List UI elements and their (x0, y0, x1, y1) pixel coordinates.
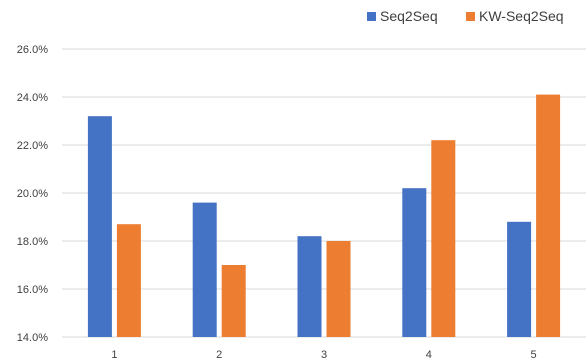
bar-kw-seq2seq-5 (536, 94, 561, 337)
y-tick-label: 18.0% (17, 236, 48, 248)
bar-seq2seq-2 (192, 202, 217, 337)
x-tick-label: 2 (216, 349, 222, 361)
legend-swatch-kw-seq2seq (466, 12, 475, 21)
x-tick-label: 5 (531, 349, 537, 361)
legend: Seq2Seq KW-Seq2Seq (367, 8, 564, 24)
y-tick-label: 14.0% (17, 332, 48, 344)
legend-label-kw-seq2seq: KW-Seq2Seq (479, 8, 564, 24)
y-tick-label: 22.0% (17, 140, 48, 152)
bar-kw-seq2seq-3 (326, 241, 351, 337)
bar-kw-seq2seq-1 (116, 224, 141, 337)
y-axis-tick-labels: 14.0% 16.0% 18.0% 20.0% 22.0% 24.0% 26.0% (17, 44, 48, 344)
legend-swatch-seq2seq (367, 12, 376, 21)
bar-seq2seq-4 (402, 188, 427, 337)
bar-seq2seq-3 (297, 236, 322, 337)
bar-seq2seq-5 (507, 221, 532, 337)
legend-label-seq2seq: Seq2Seq (380, 8, 438, 24)
gridlines (62, 48, 586, 338)
bars (87, 94, 561, 337)
bar-seq2seq-1 (87, 116, 112, 337)
y-tick-label: 26.0% (17, 44, 48, 56)
y-tick-label: 24.0% (17, 92, 48, 104)
x-tick-label: 1 (111, 349, 117, 361)
y-tick-label: 20.0% (17, 188, 48, 200)
bar-kw-seq2seq-2 (221, 265, 246, 337)
bar-kw-seq2seq-4 (431, 140, 456, 337)
x-tick-label: 4 (426, 349, 432, 361)
y-tick-label: 16.0% (17, 284, 48, 296)
x-axis-tick-labels: 1 2 3 4 5 (111, 349, 536, 361)
x-tick-label: 3 (321, 349, 327, 361)
